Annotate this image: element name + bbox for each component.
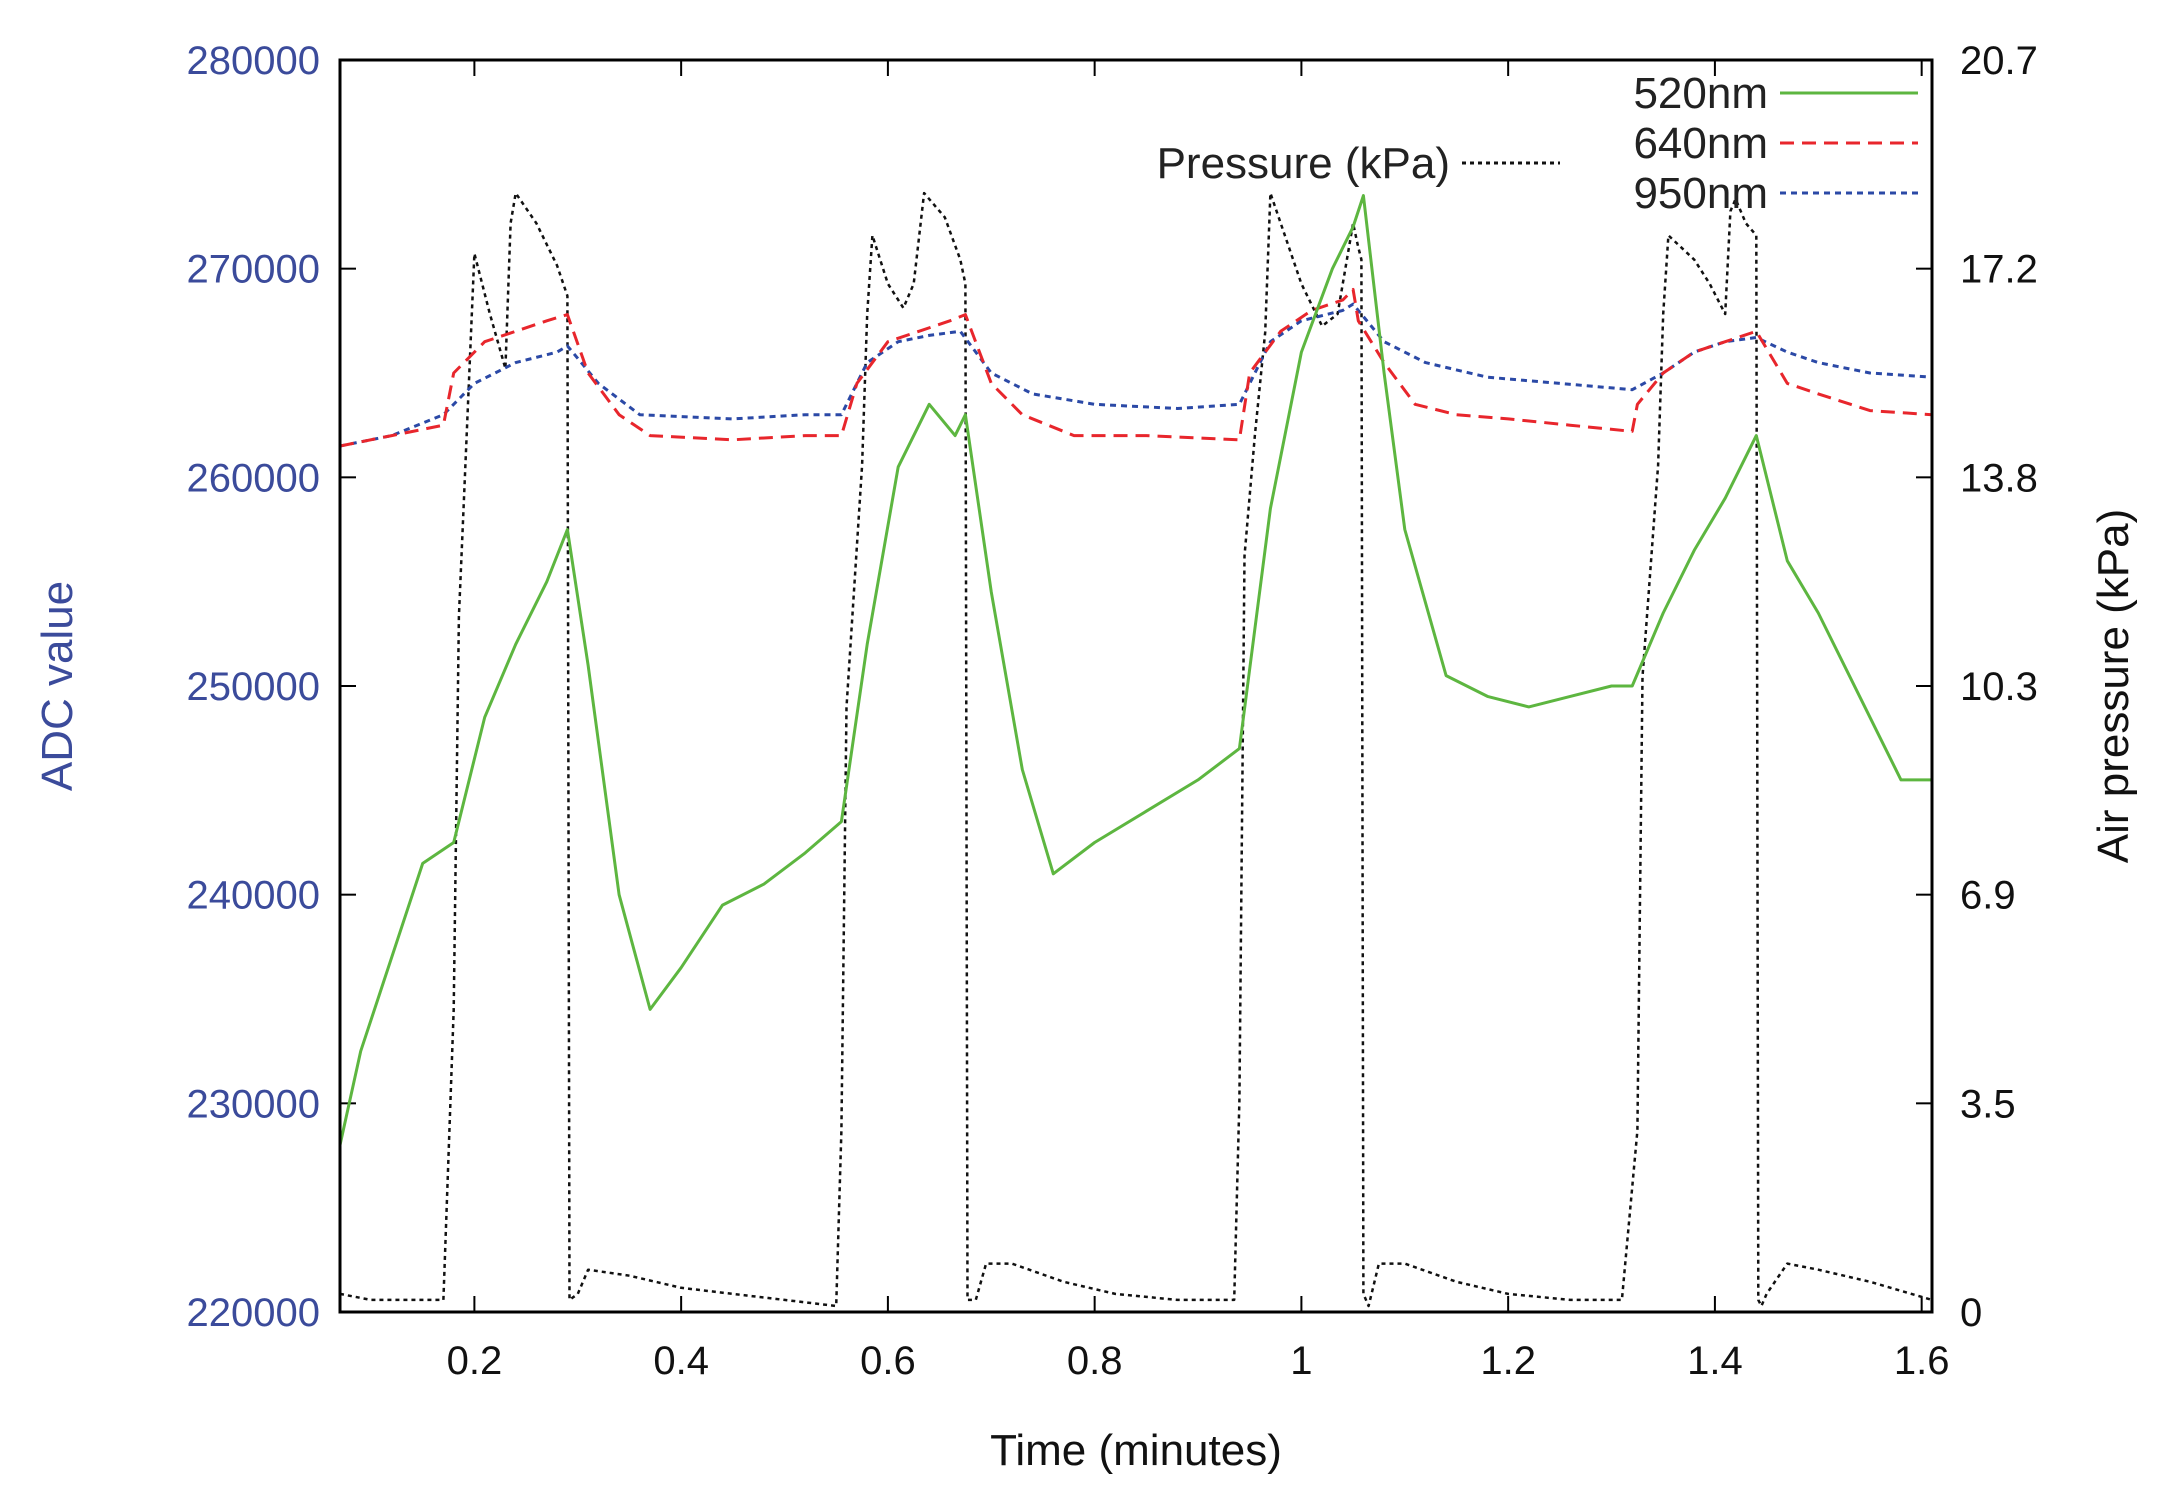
series-layer [340, 191, 1932, 1308]
x-tick-label: 1 [1290, 1339, 1312, 1383]
left-y-tick-label: 280000 [187, 39, 320, 83]
left-y-tick-label: 220000 [187, 1291, 320, 1335]
legend-label-640nm: 640nm [1633, 119, 1768, 168]
series-640nm-line [340, 288, 1932, 448]
right-y-axis-ticks: 0 3.5 6.9 10.3 13.8 17.2 20.7 [1916, 39, 2038, 1335]
series-520nm-line [340, 194, 1932, 1146]
right-y-tick-label: 20.7 [1960, 39, 2038, 83]
right-y-tick-label: 13.8 [1960, 456, 2038, 500]
legend-label-pressure: Pressure (kPa) [1157, 139, 1450, 188]
x-tick-label: 0.8 [1067, 1339, 1123, 1383]
left-y-axis-ticks: 220000 230000 240000 250000 260000 270000 2800… [187, 39, 356, 1335]
x-tick-label: 0.6 [860, 1339, 916, 1383]
legend-label-950nm: 950nm [1633, 169, 1768, 218]
x-tick-label: 1.2 [1480, 1339, 1536, 1383]
x-tick-label: 0.2 [447, 1339, 503, 1383]
legend-label-520nm: 520nm [1633, 69, 1768, 118]
x-tick-label: 1.4 [1687, 1339, 1743, 1383]
left-y-tick-label: 230000 [187, 1082, 320, 1126]
left-y-tick-label: 240000 [187, 874, 320, 918]
right-y-tick-label: 3.5 [1960, 1082, 2016, 1126]
x-axis-title: Time (minutes) [990, 1426, 1282, 1475]
series-pressure-line [340, 191, 1932, 1308]
left-y-tick-label: 250000 [187, 665, 320, 709]
right-y-tick-label: 10.3 [1960, 665, 2038, 709]
left-y-tick-label: 270000 [187, 248, 320, 292]
right-axis-title: Air pressure (kPa) [2089, 509, 2138, 864]
left-y-tick-label: 260000 [187, 456, 320, 500]
left-axis-title: ADC value [33, 581, 82, 791]
right-y-tick-label: 0 [1960, 1291, 1982, 1335]
legend: 520nm 640nm Pressure (kPa) 950nm [1157, 69, 1918, 218]
x-tick-label: 0.4 [653, 1339, 709, 1383]
x-tick-label: 1.6 [1894, 1339, 1950, 1383]
series-950nm-line [340, 302, 1932, 448]
x-axis-ticks: 0.2 0.4 0.6 0.8 1 1.2 1.4 1.6 [447, 60, 1950, 1383]
right-y-tick-label: 6.9 [1960, 874, 2016, 918]
right-y-tick-label: 17.2 [1960, 248, 2038, 292]
plot-frame [338, 58, 1934, 1314]
